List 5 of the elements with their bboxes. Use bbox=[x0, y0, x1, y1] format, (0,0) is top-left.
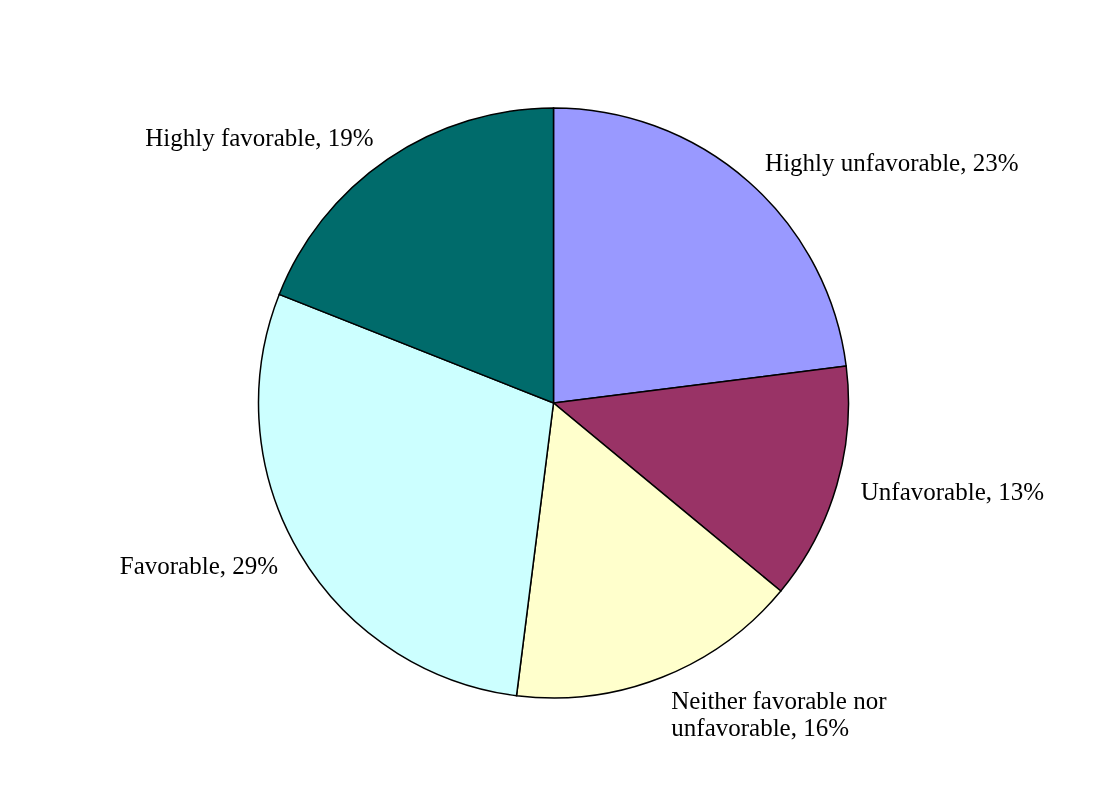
slice-label: Highly favorable, 19% bbox=[145, 124, 374, 152]
slice-label: Highly unfavorable, 23% bbox=[765, 148, 1019, 176]
slice-label: Neither favorable nor unfavorable, 16% bbox=[671, 686, 888, 741]
slice-label: Unfavorable, 13% bbox=[860, 478, 1045, 506]
slice-label: Favorable, 29% bbox=[119, 551, 279, 579]
